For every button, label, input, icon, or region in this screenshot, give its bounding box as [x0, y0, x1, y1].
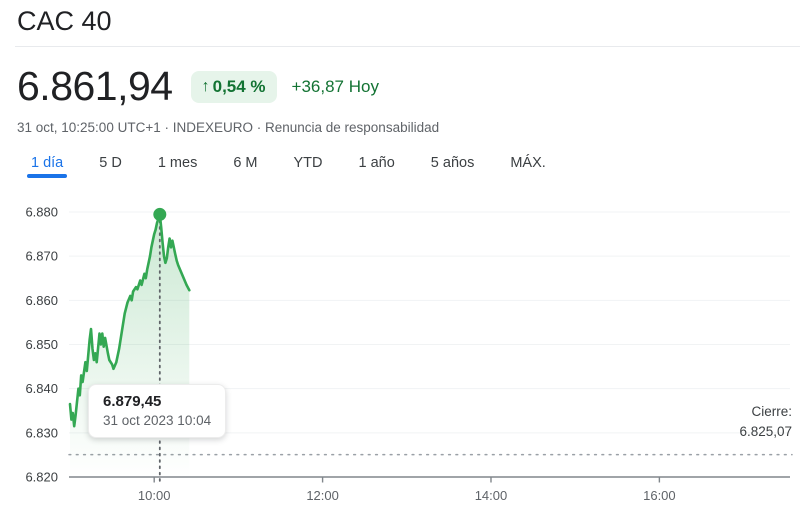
tab-ytd[interactable]: YTD [293, 155, 323, 171]
y-axis-label: 6.880 [25, 204, 58, 219]
chart-tooltip: 6.879,45 31 oct 2023 10:04 [88, 384, 227, 438]
x-axis-label: 16:00 [643, 488, 676, 503]
x-axis-label: 14:00 [475, 488, 508, 503]
quote-meta-info: 31 oct, 10:25:00 UTC+1 · INDEXEURO · [17, 120, 265, 135]
tab-5-años[interactable]: 5 años [430, 155, 475, 171]
peak-marker-dot [153, 207, 167, 221]
price-line [68, 213, 191, 428]
price-chart[interactable]: 6.880 6.870 6.860 6.850 6.840 6.830 6.820 10:00… [0, 195, 800, 512]
tab-5-d[interactable]: 5 D [99, 155, 122, 171]
previous-close: Cierre: 6.825,07 [739, 402, 792, 441]
change-percent-badge: ↑ 0,54 % [190, 70, 277, 103]
time-range-tabs: 1 día 5 D 1 mes 6 M YTD 1 año 5 años MÁX. [13, 145, 564, 181]
up-arrow-icon: ↑ [201, 77, 210, 95]
tab-6-m[interactable]: 6 M [233, 155, 258, 171]
tooltip-date: 31 oct 2023 10:04 [103, 413, 212, 428]
tab-máx-[interactable]: MÁX. [510, 155, 546, 171]
x-axis-label: 12:00 [306, 488, 339, 503]
x-axis-label: 10:00 [138, 488, 171, 503]
change-absolute: +36,87 Hoy [291, 76, 379, 96]
y-axis-label: 6.830 [25, 425, 58, 440]
header-divider [15, 46, 800, 47]
tooltip-price: 6.879,45 [103, 393, 162, 410]
disclaimer-link[interactable]: Renuncia de responsabilidad [264, 120, 440, 135]
page-title: CAC 40 [17, 6, 112, 36]
y-axis-label: 6.820 [25, 470, 58, 485]
price-row: 6.861,94 ↑ 0,54 % +36,87 Hoy [17, 63, 379, 110]
price-chart-svg[interactable]: 6.880 6.870 6.860 6.850 6.840 6.830 6.820 10:00… [0, 195, 800, 512]
tab-1-día[interactable]: 1 día [13, 145, 81, 181]
change-percent-value: 0,54 % [212, 76, 266, 96]
y-axis-label: 6.840 [25, 381, 58, 396]
y-axis-label: 6.860 [25, 293, 58, 308]
y-axis-label: 6.850 [25, 337, 58, 352]
quote-meta: 31 oct, 10:25:00 UTC+1 · INDEXEURO · Ren… [17, 120, 439, 135]
tab-1-mes[interactable]: 1 mes [157, 155, 198, 171]
y-axis-label: 6.870 [25, 249, 58, 264]
current-price: 6.861,94 [17, 63, 173, 109]
previous-close-label: Cierre: [751, 404, 792, 419]
previous-close-value: 6.825,07 [739, 423, 792, 439]
tab-1-año[interactable]: 1 año [358, 155, 395, 171]
